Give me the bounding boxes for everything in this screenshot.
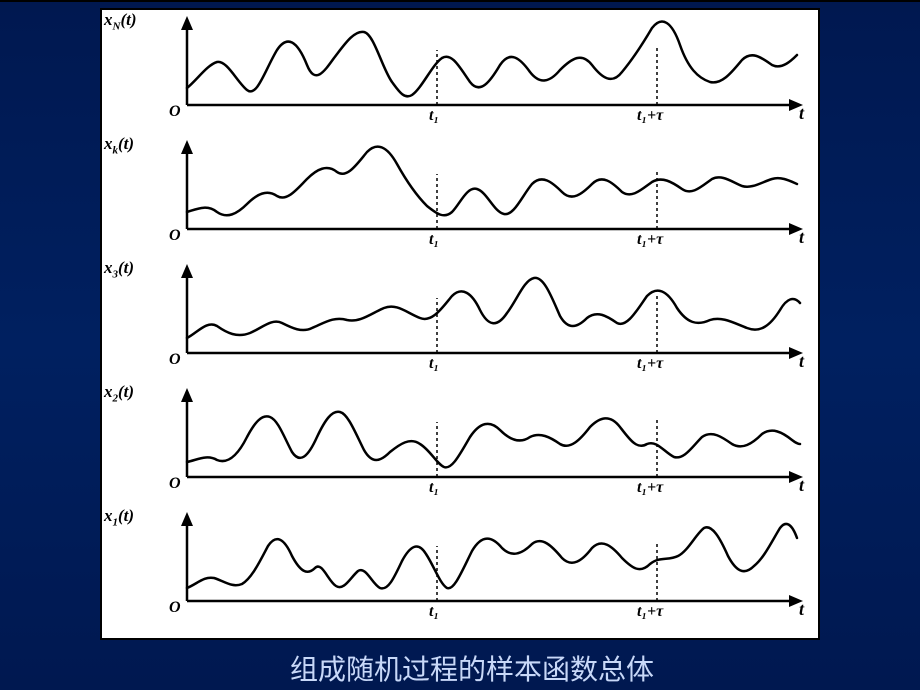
plot-row-3: x2(t) Ot₁ t₁+τ t (102, 382, 818, 506)
plot-row-0: xN(t) Ot₁ t₁+τ t (102, 10, 818, 134)
plot-svg-1 (102, 134, 822, 258)
tick2-label-4: t₁+τ (637, 603, 663, 621)
origin-label-2: O (169, 351, 181, 369)
plot-row-1: xk(t) Ot₁ t₁+τ t (102, 134, 818, 258)
tick1-label-0: t₁ (429, 107, 439, 125)
tick1-label-2: t₁ (429, 355, 439, 373)
ylabel-4: x1(t) (104, 506, 134, 528)
plots-stack: xN(t) Ot₁ t₁+τ t xk(t) Ot₁ t₁+τ t (102, 10, 818, 630)
ylabel-0: xN(t) (104, 10, 137, 32)
ylabel-2: x3(t) (104, 258, 134, 280)
plot-svg-4 (102, 506, 822, 630)
ylabel-1: xk(t) (104, 134, 134, 156)
tick2-label-2: t₁+τ (637, 355, 663, 373)
x-end-label-0: t (799, 103, 804, 124)
plot-row-2: x3(t) Ot₁ t₁+τ t (102, 258, 818, 382)
plot-svg-2 (102, 258, 822, 382)
tick2-label-1: t₁+τ (637, 231, 663, 249)
plot-svg-3 (102, 382, 822, 506)
plot-svg-0 (102, 10, 822, 134)
plot-row-4: x1(t) Ot₁ t₁+τ t (102, 506, 818, 630)
origin-label-4: O (169, 599, 181, 617)
x-end-label-1: t (799, 227, 804, 248)
caption-text: 组成随机过程的样本函数总体 (290, 648, 654, 688)
x-end-label-2: t (799, 351, 804, 372)
figure-panel: xN(t) Ot₁ t₁+τ t xk(t) Ot₁ t₁+τ t (100, 8, 820, 640)
ylabel-3: x2(t) (104, 382, 134, 404)
tick1-label-3: t₁ (429, 479, 439, 497)
origin-label-3: O (169, 475, 181, 493)
top-border (0, 0, 920, 2)
tick2-label-3: t₁+τ (637, 479, 663, 497)
origin-label-1: O (169, 227, 181, 245)
x-end-label-4: t (799, 599, 804, 620)
origin-label-0: O (169, 103, 181, 121)
tick1-label-1: t₁ (429, 231, 439, 249)
x-end-label-3: t (799, 475, 804, 496)
tick2-label-0: t₁+τ (637, 107, 663, 125)
tick1-label-4: t₁ (429, 603, 439, 621)
